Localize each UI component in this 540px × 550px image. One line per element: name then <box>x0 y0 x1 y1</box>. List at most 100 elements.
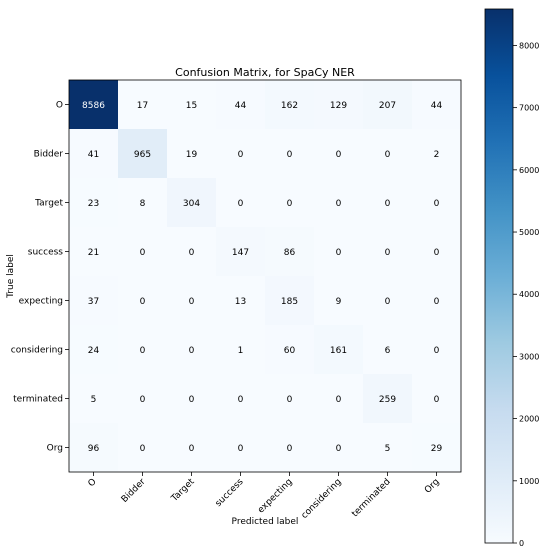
y-tick-label: Target <box>34 199 63 209</box>
heatmap-cell <box>363 227 413 277</box>
cell-value-label: 21 <box>88 248 99 258</box>
heatmap-cell <box>69 374 119 424</box>
cell-value-label: 19 <box>186 150 198 160</box>
cell-value-label: 185 <box>281 297 298 307</box>
heatmap-cell <box>69 325 119 375</box>
heatmap-cell <box>363 129 413 179</box>
colorbar-ticks: 0 1000 2000 3000 4000 5000 6000 7000 8000 <box>513 41 539 548</box>
cell-value-label: 0 <box>238 199 244 209</box>
colorbar-tick-label: 8000 <box>519 41 539 50</box>
colorbar-tick-label: 1000 <box>519 477 539 486</box>
x-tick-label: considering <box>300 477 344 521</box>
cell-value-label: 60 <box>284 346 296 356</box>
heatmap-cell <box>412 374 462 424</box>
cell-value-label: 0 <box>140 297 146 307</box>
y-tick-label: O <box>56 101 63 111</box>
heatmap-cell <box>314 129 364 179</box>
y-tick-label: considering <box>11 346 63 356</box>
cell-value-label: 0 <box>238 150 244 160</box>
heatmap-cell <box>118 129 168 179</box>
heatmap-cells <box>69 80 462 473</box>
cell-value-label: 0 <box>287 395 293 405</box>
cell-value-label: 0 <box>336 248 342 258</box>
y-tick-label: Org <box>47 444 63 454</box>
y-axis: O Bidder Target success expecting considering… <box>11 101 69 454</box>
cell-value-label: 0 <box>336 444 342 454</box>
cell-value-label: 0 <box>140 346 146 356</box>
x-tick-label: Target <box>169 477 197 505</box>
cell-value-label: 0 <box>189 346 195 356</box>
plot-frame <box>68 79 462 473</box>
heatmap-cell <box>69 129 119 179</box>
cell-value-label: 5 <box>385 444 391 454</box>
heatmap-cell <box>412 276 462 326</box>
cell-value-label: 0 <box>140 444 146 454</box>
colorbar <box>484 8 514 544</box>
heatmap-cell <box>363 276 413 326</box>
cell-value-label: 44 <box>431 101 443 111</box>
x-tick-label: O <box>87 477 99 489</box>
cell-value-label: 0 <box>287 444 293 454</box>
x-axis: O Bidder Target success expecting considering… <box>87 472 442 521</box>
cell-value-label: 304 <box>183 199 200 209</box>
cell-value-label: 0 <box>238 395 244 405</box>
heatmap-cell <box>69 178 119 228</box>
y-tick-label: expecting <box>19 297 63 307</box>
cell-value-label: 0 <box>336 395 342 405</box>
cell-value-label: 162 <box>281 101 298 111</box>
heatmap-cell <box>265 423 315 473</box>
cell-value-label: 2 <box>434 150 440 160</box>
cell-value-label: 0 <box>140 248 146 258</box>
heatmap-cell <box>69 423 119 473</box>
cell-value-label: 965 <box>134 150 151 160</box>
heatmap-cell <box>216 227 266 277</box>
chart-title: Confusion Matrix, for SpaCy NER <box>175 66 355 79</box>
heatmap-cell <box>118 227 168 277</box>
heatmap-cell <box>69 80 119 130</box>
heatmap-cell <box>412 325 462 375</box>
heatmap-cell <box>265 276 315 326</box>
heatmap-cell <box>265 178 315 228</box>
cell-value-label: 0 <box>189 444 195 454</box>
cell-value-label: 0 <box>287 199 293 209</box>
heatmap-cell <box>167 80 217 130</box>
heatmap-cell <box>167 325 217 375</box>
colorbar-tick-label: 7000 <box>519 104 539 113</box>
y-axis-label: True label <box>6 254 16 299</box>
heatmap-cell <box>216 374 266 424</box>
cell-value-label: 5 <box>91 395 97 405</box>
cell-value-label: 0 <box>434 395 440 405</box>
x-tick-label: terminated <box>350 477 392 519</box>
cell-value-label: 0 <box>434 297 440 307</box>
x-tick-label: Bidder <box>120 477 148 505</box>
heatmap-cell <box>216 325 266 375</box>
heatmap-cell <box>216 80 266 130</box>
cell-value-label: 8 <box>140 199 146 209</box>
heatmap-cell <box>118 80 168 130</box>
heatmap-cell <box>412 129 462 179</box>
x-tick-label: Org <box>423 477 442 496</box>
heatmap-cell <box>265 227 315 277</box>
cell-value-label: 96 <box>88 444 100 454</box>
heatmap-cell <box>363 374 413 424</box>
heatmap-cell <box>363 325 413 375</box>
heatmap-cell <box>314 276 364 326</box>
heatmap-cell <box>314 423 364 473</box>
cell-value-label: 86 <box>284 248 296 258</box>
cell-value-label: 161 <box>330 346 347 356</box>
heatmap-cell <box>167 423 217 473</box>
colorbar-tick-label: 5000 <box>519 228 539 237</box>
cell-value-label: 6 <box>385 346 391 356</box>
cell-value-label: 17 <box>137 101 148 111</box>
cell-value-label: 0 <box>385 248 391 258</box>
cell-value-label: 37 <box>88 297 99 307</box>
heatmap-cell <box>118 276 168 326</box>
heatmap-cell <box>412 80 462 130</box>
heatmap-cell <box>167 276 217 326</box>
heatmap-cell <box>314 374 364 424</box>
cell-value-label: 0 <box>287 150 293 160</box>
y-tick-label: success <box>28 248 64 258</box>
cell-value-label: 0 <box>385 150 391 160</box>
cell-value-label: 9 <box>336 297 342 307</box>
